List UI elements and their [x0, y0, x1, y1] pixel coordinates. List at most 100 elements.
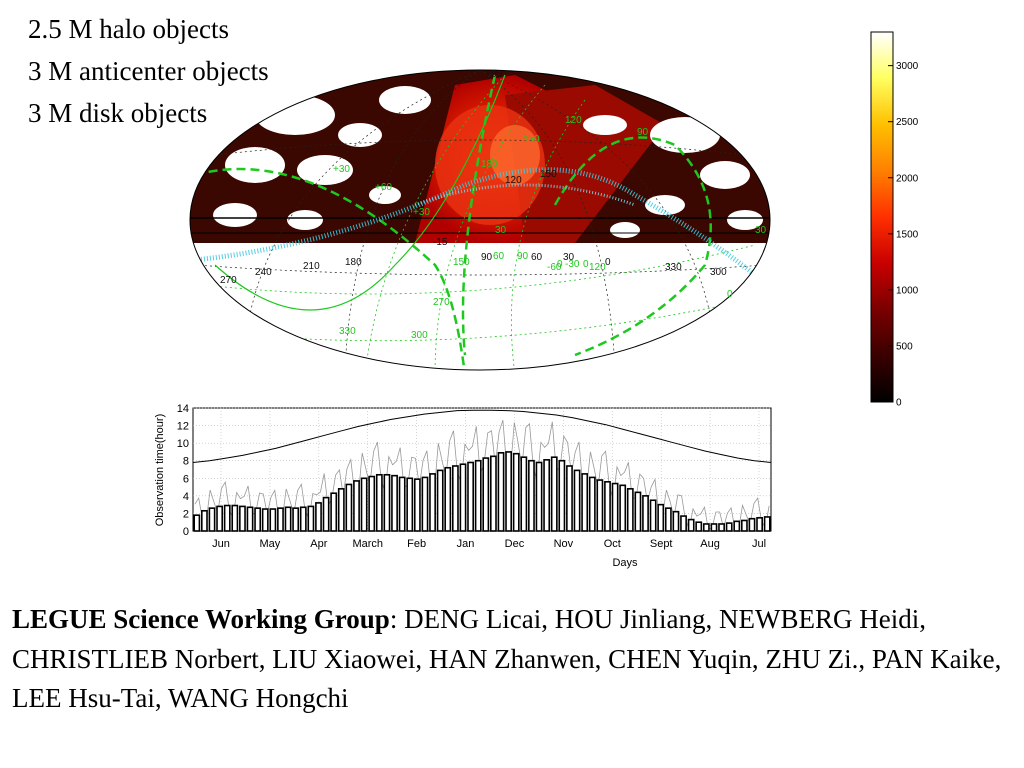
caption-disk: 3 M disk objects: [28, 98, 208, 128]
obs-bar: [588, 476, 596, 532]
obs-bar: [505, 451, 513, 532]
sky-label-green: 150: [453, 257, 470, 268]
colorbar-tick-label: 2500: [896, 117, 919, 128]
obs-bar: [482, 457, 490, 532]
obs-bar: [353, 480, 360, 532]
obs-bar: [680, 515, 687, 532]
obs-bar: [375, 473, 383, 532]
obs-bar: [733, 520, 741, 532]
obs-bar: [261, 508, 269, 532]
obs-bar: [451, 465, 459, 532]
y-tick-label: 6: [183, 473, 189, 485]
coordinate-grid-black: [194, 70, 766, 370]
obs-bar: [664, 507, 672, 532]
sky-label-green: +30: [413, 207, 430, 218]
obs-bar: [231, 504, 239, 532]
obs-bar: [216, 505, 224, 532]
obs-bar: [307, 505, 315, 532]
captions: 2.5 M halo objects 3 M anticenter object…: [28, 8, 269, 134]
obs-bar: [284, 506, 292, 532]
sky-label-green: 30: [495, 225, 507, 236]
obs-bar: [467, 461, 474, 532]
galactic-boundary-center: [461, 74, 497, 356]
obs-bar: [718, 523, 725, 532]
y-axis-label: Observation time(hour): [154, 414, 166, 527]
map-border: [189, 69, 771, 371]
caption-halo: 2.5 M halo objects: [28, 14, 229, 44]
sky-label-green: 120: [565, 115, 582, 126]
obs-bar: [223, 504, 231, 532]
obs-bar: [573, 469, 581, 532]
colorbar-tick-label: 1500: [896, 229, 919, 240]
sky-label-green: 0: [727, 289, 733, 300]
obs-bar: [748, 517, 756, 532]
x-tick-label: Dec: [505, 538, 525, 550]
sky-label-green: -30: [565, 259, 580, 270]
night-length-line: [192, 409, 772, 463]
obs-bar: [193, 514, 201, 532]
colorbar-tick-label: 2000: [896, 173, 919, 184]
obs-bar: [360, 477, 368, 532]
sky-label-black: +80: [485, 69, 502, 80]
colorbar-gradient: [870, 31, 894, 403]
x-tick-label: Oct: [604, 538, 621, 550]
x-axis-label: Days: [612, 557, 638, 569]
obs-bar: [604, 481, 611, 532]
sky-label-black: 150: [540, 169, 557, 180]
obs-bar: [763, 516, 771, 532]
caption-anticenter: 3 M anticenter objects: [28, 56, 269, 86]
x-tick-label: Jul: [752, 538, 766, 550]
obs-bar: [702, 523, 710, 532]
y-tick-label: 8: [183, 456, 189, 468]
obs-bar: [740, 519, 748, 532]
x-tick-label: Aug: [700, 538, 720, 550]
y-tick-label: 12: [177, 421, 189, 433]
obs-bar: [512, 452, 520, 532]
working-group-name: LEGUE Science Working Group: [12, 604, 390, 634]
colorbar-tick-label: 3000: [896, 61, 919, 72]
galactic-boundary-right: [553, 136, 712, 357]
galactic-outline-line: [214, 74, 506, 311]
working-group-members: : DENG Licai, HOU Jinliang, NEWBERG Heid…: [12, 604, 1002, 713]
obs-bar: [391, 474, 398, 532]
obs-bar: [421, 476, 429, 532]
sky-label-green: 330: [339, 326, 356, 337]
obs-bar: [566, 465, 573, 532]
y-tick-label: 2: [183, 508, 189, 520]
y-tick-label: 10: [177, 438, 189, 450]
obs-bar: [649, 499, 657, 532]
x-tick-label: Feb: [407, 538, 426, 550]
galactic-boundary-left: [194, 167, 467, 370]
obs-bar: [208, 507, 216, 532]
obs-bar: [626, 488, 634, 532]
credits: LEGUE Science Working Group: DENG Licai,…: [12, 600, 1012, 719]
obs-bar: [497, 452, 505, 532]
sky-label-green: -60: [547, 262, 562, 273]
x-tick-label: Nov: [554, 538, 574, 550]
sky-label-green: 90: [637, 127, 649, 138]
obs-bar: [687, 518, 695, 532]
obs-bar: [277, 507, 284, 532]
obs-bar: [634, 491, 642, 532]
colorbar-tick-label: 1000: [896, 285, 919, 296]
obs-bar: [725, 522, 733, 532]
obs-bar: [543, 459, 551, 532]
sky-label-black: -15: [433, 237, 448, 248]
sky-label-green: 60: [493, 251, 505, 262]
obs-bar: [345, 483, 353, 532]
sky-label-black: 120: [505, 175, 522, 186]
colorbar-tick-label: 500: [896, 341, 913, 352]
sky-label-green: 0: [557, 259, 563, 270]
obs-bar: [322, 496, 330, 532]
sky-label-black: 30: [563, 252, 575, 263]
x-tick-label: May: [260, 538, 281, 550]
y-tick-label: 14: [177, 403, 189, 415]
obs-bar: [254, 507, 262, 532]
obs-bar: [550, 456, 558, 532]
obs-bar: [383, 473, 391, 532]
obs-bar: [672, 510, 680, 532]
obs-bar: [239, 505, 246, 532]
sky-label-green: 150: [523, 134, 540, 145]
sky-label-black: 210: [303, 261, 320, 272]
